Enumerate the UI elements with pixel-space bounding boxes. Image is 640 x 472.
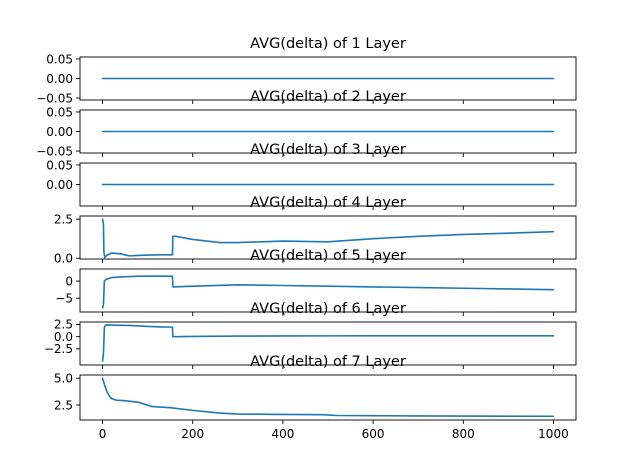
plot-frame bbox=[79, 215, 577, 260]
series-line-layer-5 bbox=[101, 275, 555, 309]
y-tick-label: 0.05 bbox=[46, 105, 73, 119]
y-tick-label: −0.05 bbox=[36, 144, 73, 158]
y-tick-label: 2.5 bbox=[54, 398, 73, 412]
plot-frame bbox=[79, 268, 577, 313]
x-tick-label: 0 bbox=[99, 427, 107, 441]
subplot-title: AVG(delta) of 1 Layer bbox=[250, 36, 406, 52]
y-tick-label: 0 bbox=[65, 274, 73, 288]
y-tick-label: −2.5 bbox=[44, 342, 73, 356]
y-tick-label: −5 bbox=[55, 292, 73, 306]
x-tick-label: 1000 bbox=[538, 427, 569, 441]
y-tick-label: 0.00 bbox=[46, 72, 73, 86]
subplot-title: AVG(delta) of 2 Layer bbox=[250, 89, 406, 105]
subplot-layer-7: 5.0 2.5 0 200 400 600 800 1000 bbox=[54, 372, 577, 441]
plot-frame bbox=[79, 321, 577, 366]
y-tick-label: 0.0 bbox=[54, 252, 73, 266]
y-tick-label: 0.05 bbox=[46, 52, 73, 66]
y-tick-label: 0.00 bbox=[46, 178, 73, 192]
subplot-title: AVG(delta) of 5 Layer bbox=[250, 248, 406, 264]
subplot-layer-4: 2.5 0.0 bbox=[54, 212, 577, 266]
subplot-title: AVG(delta) of 6 Layer bbox=[250, 301, 406, 317]
subplot-layer-6: 2.50.0−2.5 bbox=[44, 318, 577, 369]
subplot-layer-5: 0−5 bbox=[55, 268, 577, 316]
x-tick-label: 400 bbox=[271, 427, 294, 441]
y-tick-label: 0.05 bbox=[46, 158, 73, 172]
subplot-title: AVG(delta) of 4 Layer bbox=[250, 195, 406, 211]
series-line-layer-4 bbox=[101, 218, 555, 259]
y-tick-label: 5.0 bbox=[54, 372, 73, 386]
subplot-title: AVG(delta) of 7 Layer bbox=[250, 354, 406, 370]
plot-frame bbox=[79, 374, 577, 421]
x-tick-label: 800 bbox=[452, 427, 475, 441]
series-line-layer-6 bbox=[101, 324, 555, 362]
subplot-layer-3: 0.05 0.00 bbox=[46, 158, 577, 210]
y-tick-label: 0.0 bbox=[54, 330, 73, 344]
y-tick-label: −0.05 bbox=[36, 91, 73, 105]
x-tick-label: 600 bbox=[362, 427, 385, 441]
series-line-layer-7 bbox=[101, 377, 555, 418]
y-tick-label: 2.5 bbox=[54, 212, 73, 226]
subplot-layer-2: 0.05 0.00 −0.05 bbox=[36, 105, 577, 158]
subplot-layer-1: 0.05 0.00 −0.05 bbox=[36, 52, 577, 105]
subplot-title: AVG(delta) of 3 Layer bbox=[250, 142, 406, 158]
x-tick-label: 200 bbox=[181, 427, 204, 441]
y-tick-label: 0.00 bbox=[46, 125, 73, 139]
y-tick-label: 2.5 bbox=[54, 318, 73, 332]
